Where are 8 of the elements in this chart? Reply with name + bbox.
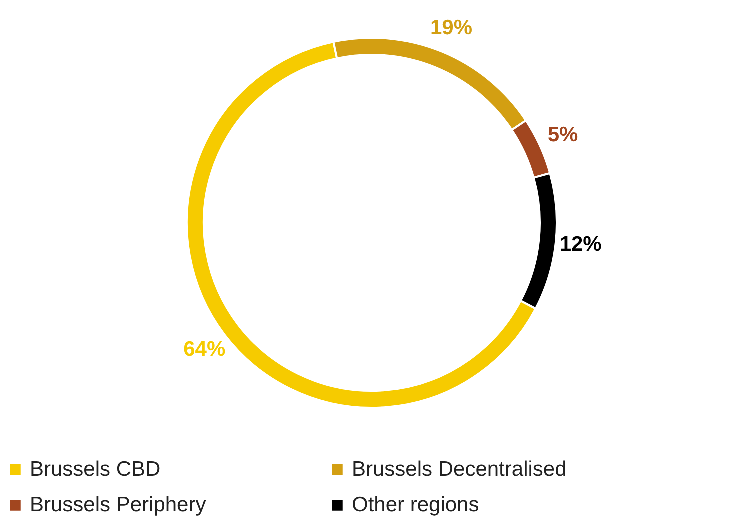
data-label: 19% bbox=[430, 16, 473, 40]
data-label: 5% bbox=[548, 124, 578, 147]
data-label: 64% bbox=[184, 338, 226, 361]
legend-label: Brussels Decentralised bbox=[352, 458, 567, 481]
legend-label: Brussels Periphery bbox=[30, 494, 207, 516]
data-label: 12% bbox=[560, 233, 602, 256]
legend-label: Other regions bbox=[352, 494, 480, 516]
legend-label: Brussels CBD bbox=[30, 458, 161, 481]
